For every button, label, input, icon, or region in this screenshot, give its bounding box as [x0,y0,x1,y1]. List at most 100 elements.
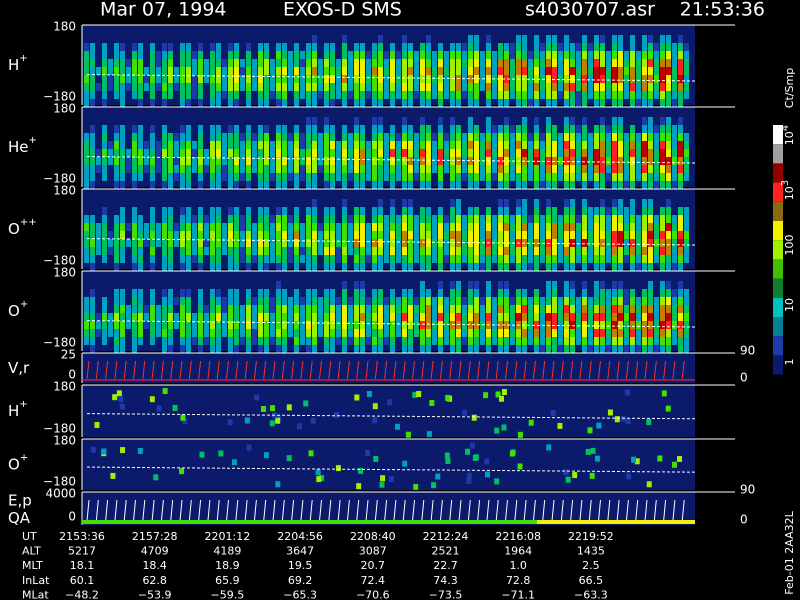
spectrogram-cell [312,337,317,345]
colorbar-cell [773,297,783,317]
spectrogram-cell [330,329,335,337]
spectrogram-cell [204,305,209,313]
spectrogram-cell [504,181,509,189]
spectrogram-cell [420,281,425,289]
spectrogram-cell [312,91,317,99]
spectrogram-cell [150,99,155,107]
spectrogram-cell [462,255,467,263]
spectrogram-cell [486,255,491,263]
spectrogram-cell [84,67,89,75]
spectrogram-cell [294,165,299,173]
spectrogram-cell [342,199,347,207]
spectrogram-cell [546,173,551,181]
spectrogram-cell [444,165,449,173]
spectrogram-cell [288,141,293,149]
spectrogram-cell [156,149,161,157]
spectrogram-cell [390,239,395,247]
spectrogram-cell [342,239,347,247]
spectrogram-cell [654,51,659,59]
spectrogram-cell [324,215,329,223]
spectrogram-cell [384,215,389,223]
spectrogram-cell [534,99,539,107]
spectrogram-cell [312,149,317,157]
spectrogram-cell [612,345,617,353]
spectrogram-cell [180,99,185,107]
spectrogram-cell [570,231,575,239]
spectrogram-cell [666,165,671,173]
spectrogram-cell [612,255,617,263]
spectrogram-cell [138,133,143,141]
spectrogram-cell [480,67,485,75]
spectrogram-cell [372,75,377,83]
spectrogram-cell [276,313,281,321]
spectrogram-cell [630,313,635,321]
spectrogram-cell [390,59,395,67]
spectrogram-cell [330,313,335,321]
spectrogram-cell [252,231,257,239]
spectrogram-cell [234,149,239,157]
spectrogram-cell [468,75,473,83]
spectrogram-cell [600,51,605,59]
spectrogram-cell [486,263,491,271]
spectrogram-cell [408,59,413,67]
spectrogram-cell [192,67,197,75]
spectrogram-cell [312,289,317,297]
spectrogram-cell [246,345,251,353]
spectrogram-cell [144,231,149,239]
spectrogram-cell [234,91,239,99]
spectrogram-cell [576,91,581,99]
spectrogram-cell [240,337,245,345]
spectrogram-cell [534,125,539,133]
spectrogram-cell [384,59,389,67]
spectrogram-cell [498,231,503,239]
spectrogram-cell [642,239,647,247]
spectrogram-cell [84,165,89,173]
spectrogram-cell [642,67,647,75]
spectrogram-cell [108,231,113,239]
spectrogram-cell [624,149,629,157]
spectrogram-cell [276,165,281,173]
spectrogram-cell [576,313,581,321]
spectrogram-cell [444,141,449,149]
spectrogram-cell [474,99,479,107]
ephemeris-value: 1964 [504,545,532,558]
spectrogram-cell [270,91,275,99]
spectrogram-cell [378,199,383,207]
spectrogram-cell [168,149,173,157]
spectrogram-cell [522,67,527,75]
spectrogram-cell [210,263,215,271]
spectrogram-cell [678,255,683,263]
spectrogram-cell [504,141,509,149]
spectrogram-cell [660,297,665,305]
spectrogram-cell [132,321,137,329]
spectrogram-cell [252,133,257,141]
spectrogram-cell [84,43,89,51]
spectrogram-cell [360,247,365,255]
spectrogram-cell [552,321,557,329]
spectrogram-cell [318,239,323,247]
spectrogram-cell [372,83,377,91]
spectrogram-cell [474,207,479,215]
spectrogram-cell [564,43,569,51]
panel-background [82,439,695,490]
spectrogram-cell [486,181,491,189]
spectrogram-cell [336,83,341,91]
spectrogram-cell [396,83,401,91]
spectrogram-cell [228,125,233,133]
spectrogram-cell [618,35,623,43]
spectrogram-cell [486,141,491,149]
spectrogram-cell [234,51,239,59]
spectrogram-cell [594,207,599,215]
spectrogram-cell [174,313,179,321]
spectrogram-cell [587,427,593,434]
spectrogram-cell [366,390,372,397]
spectrogram-cell [618,297,623,305]
spectrogram-cell [150,247,155,255]
spectrogram-cell [624,141,629,149]
spectrogram-cell [510,165,515,173]
spectrogram-cell [408,247,413,255]
spectrogram-cell [318,67,323,75]
spectrogram-cell [546,83,551,91]
spectrogram-cell [516,165,521,173]
spectrogram-cell [210,165,215,173]
